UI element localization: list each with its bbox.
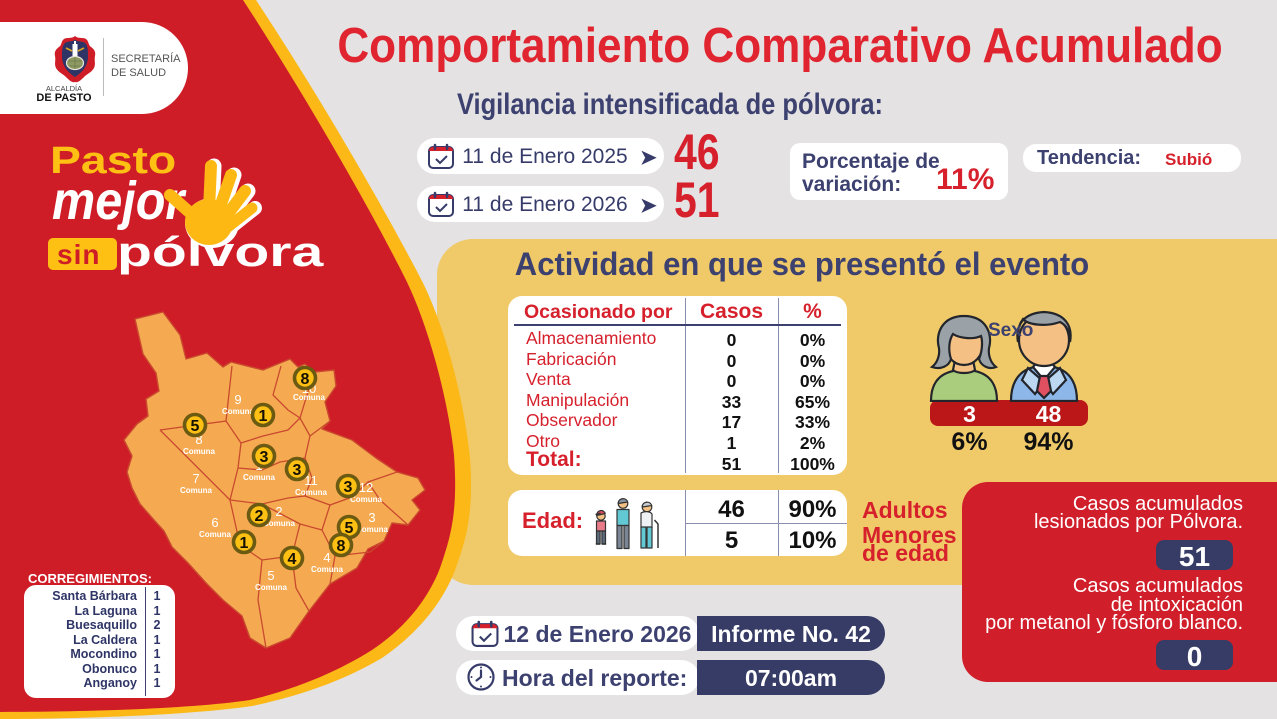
svg-text:9: 9 bbox=[234, 392, 241, 407]
svg-text:3: 3 bbox=[368, 510, 375, 525]
svg-text:7: 7 bbox=[192, 471, 199, 486]
svg-text:1: 1 bbox=[240, 535, 249, 552]
svg-text:Comuna: Comuna bbox=[255, 583, 288, 592]
svg-text:1: 1 bbox=[259, 408, 268, 425]
svg-text:11: 11 bbox=[304, 473, 318, 488]
svg-text:5: 5 bbox=[191, 418, 200, 435]
svg-text:Comuna: Comuna bbox=[356, 525, 389, 534]
svg-text:Comuna: Comuna bbox=[295, 488, 328, 497]
svg-text:3: 3 bbox=[293, 462, 302, 479]
svg-text:Comuna: Comuna bbox=[199, 530, 232, 539]
svg-text:3: 3 bbox=[344, 479, 353, 496]
svg-text:6: 6 bbox=[211, 515, 218, 530]
svg-text:4: 4 bbox=[288, 551, 297, 568]
svg-text:8: 8 bbox=[301, 371, 310, 388]
svg-text:Comuna: Comuna bbox=[311, 565, 344, 574]
svg-text:8: 8 bbox=[195, 432, 202, 447]
svg-text:Comuna: Comuna bbox=[293, 393, 326, 402]
svg-text:Comuna: Comuna bbox=[222, 407, 255, 416]
svg-text:5: 5 bbox=[267, 568, 274, 583]
svg-text:Comuna: Comuna bbox=[180, 486, 213, 495]
svg-text:2: 2 bbox=[255, 508, 264, 525]
svg-text:3: 3 bbox=[260, 449, 269, 466]
svg-text:Comuna: Comuna bbox=[350, 495, 383, 504]
svg-text:Comuna: Comuna bbox=[183, 447, 216, 456]
svg-text:Comuna: Comuna bbox=[263, 519, 296, 528]
svg-text:12: 12 bbox=[359, 480, 373, 495]
svg-text:Comuna: Comuna bbox=[243, 473, 276, 482]
svg-text:5: 5 bbox=[345, 520, 354, 537]
svg-text:8: 8 bbox=[337, 538, 346, 555]
svg-text:2: 2 bbox=[275, 504, 282, 519]
svg-text:4: 4 bbox=[323, 550, 330, 565]
